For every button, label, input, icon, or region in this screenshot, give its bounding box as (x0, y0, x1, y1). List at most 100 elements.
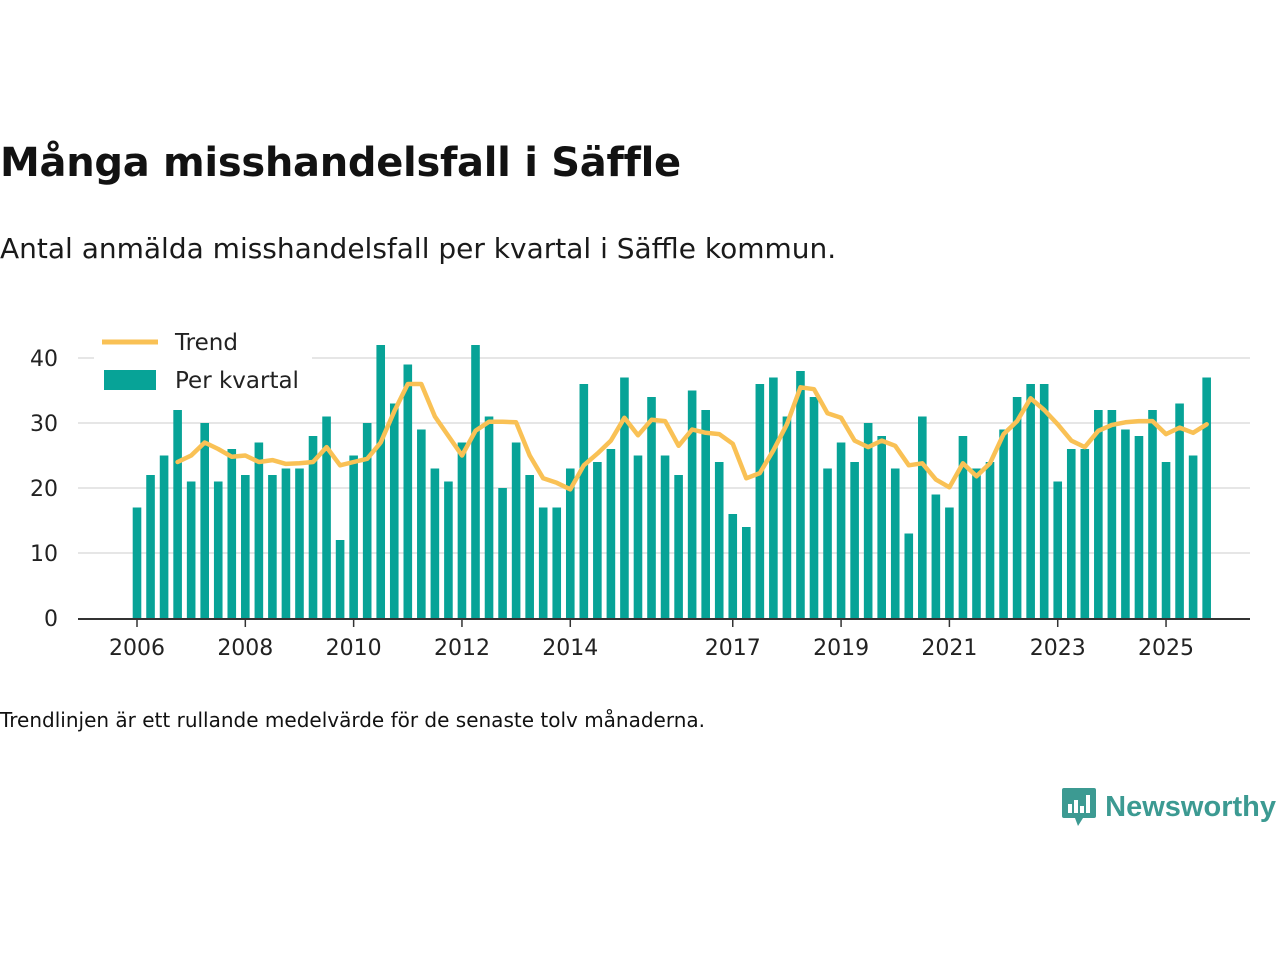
y-tick-label: 0 (44, 607, 58, 632)
bar (769, 377, 778, 618)
bar (565, 468, 575, 618)
bar (1161, 462, 1171, 618)
bar (742, 527, 751, 618)
chart-title: Många misshandelsfall i Säffle (0, 140, 681, 186)
trend-line (175, 381, 1209, 492)
bar (186, 481, 196, 618)
bar (1121, 429, 1130, 618)
x-tick-label: 2008 (217, 636, 273, 661)
legend: Trend Per kvartal (94, 324, 312, 404)
chart-subtitle: Antal anmälda misshandelsfall per kvarta… (0, 232, 837, 265)
bar (796, 371, 805, 618)
bar (945, 507, 954, 618)
legend-trend-label: Trend (174, 330, 238, 356)
bar (362, 423, 372, 618)
bar (687, 390, 697, 618)
bar (457, 442, 467, 618)
bar (268, 475, 277, 618)
bar (674, 475, 683, 618)
bar (701, 410, 710, 618)
bar (1202, 377, 1211, 618)
newsworthy-logo-icon (1062, 788, 1097, 826)
bar (1012, 397, 1022, 618)
bar (660, 455, 670, 618)
bar (376, 345, 386, 618)
bar (877, 436, 886, 618)
x-tick-label: 2014 (542, 636, 598, 661)
bar (714, 462, 724, 618)
x-tick-label: 2023 (1030, 636, 1086, 661)
brand: Newsworthy (1061, 786, 1276, 828)
trend-series (175, 381, 1209, 492)
bar (1094, 410, 1103, 618)
axes: 0 10 20 30 40 2006 2008 2010 2012 2014 2017 2019 202… (30, 347, 1250, 661)
bar (538, 507, 548, 618)
x-tick-label: 2006 (109, 636, 165, 661)
bar (498, 488, 507, 618)
bar (836, 442, 846, 618)
bar (525, 475, 534, 618)
y-tick-label: 10 (30, 542, 58, 567)
bar (471, 345, 480, 618)
bar (552, 507, 562, 618)
bar (200, 423, 209, 618)
bar (335, 540, 345, 618)
footnote: Trendlinjen är ett rullande medelvärde f… (0, 708, 706, 732)
bar (403, 364, 413, 618)
x-tick-label: 2019 (813, 636, 869, 661)
bar (1080, 449, 1090, 618)
bar (850, 462, 859, 618)
bar (985, 462, 995, 618)
bar (904, 533, 914, 618)
bar-series (132, 345, 1211, 618)
bar (1053, 481, 1063, 618)
bar (308, 436, 318, 618)
x-tick-label: 2012 (434, 636, 490, 661)
bar (349, 455, 358, 618)
y-tick-label: 30 (30, 412, 58, 437)
bar (1066, 449, 1076, 618)
bar (254, 442, 264, 618)
brand-name: Newsworthy (1105, 790, 1276, 823)
bar (931, 494, 941, 618)
bar (579, 384, 589, 618)
bar (417, 429, 426, 618)
bar (322, 416, 331, 618)
bar (1175, 403, 1184, 618)
bar (389, 403, 399, 618)
x-tick-label: 2021 (921, 636, 977, 661)
bar (782, 416, 792, 618)
bar (213, 481, 223, 618)
bar (823, 468, 832, 618)
x-tick-label: 2010 (326, 636, 382, 661)
bar (918, 416, 927, 618)
bar (728, 514, 738, 618)
bar (159, 455, 169, 618)
bar (132, 507, 142, 618)
bar (295, 468, 304, 618)
bar (999, 429, 1008, 618)
y-tick-label: 40 (30, 347, 58, 372)
bar (620, 377, 629, 618)
bar (972, 468, 981, 618)
bar (1134, 436, 1144, 618)
bar (281, 468, 291, 618)
bar (511, 442, 521, 618)
bar (1039, 384, 1049, 618)
bar (1107, 410, 1117, 618)
legend-bar-swatch (104, 370, 156, 390)
chart: 0 10 20 30 40 2006 2008 2010 2012 2014 2017 2019 202… (30, 324, 1250, 661)
bar (809, 397, 819, 618)
bar (227, 449, 237, 618)
bar (146, 475, 155, 618)
bar (958, 436, 968, 618)
bar (484, 416, 494, 618)
bar (1148, 410, 1157, 618)
bar (241, 475, 250, 618)
y-tick-label: 20 (30, 477, 58, 502)
bar (606, 449, 616, 618)
bar (593, 462, 602, 618)
x-tick-label: 2017 (705, 636, 761, 661)
bar (444, 481, 453, 618)
bar (173, 410, 182, 618)
